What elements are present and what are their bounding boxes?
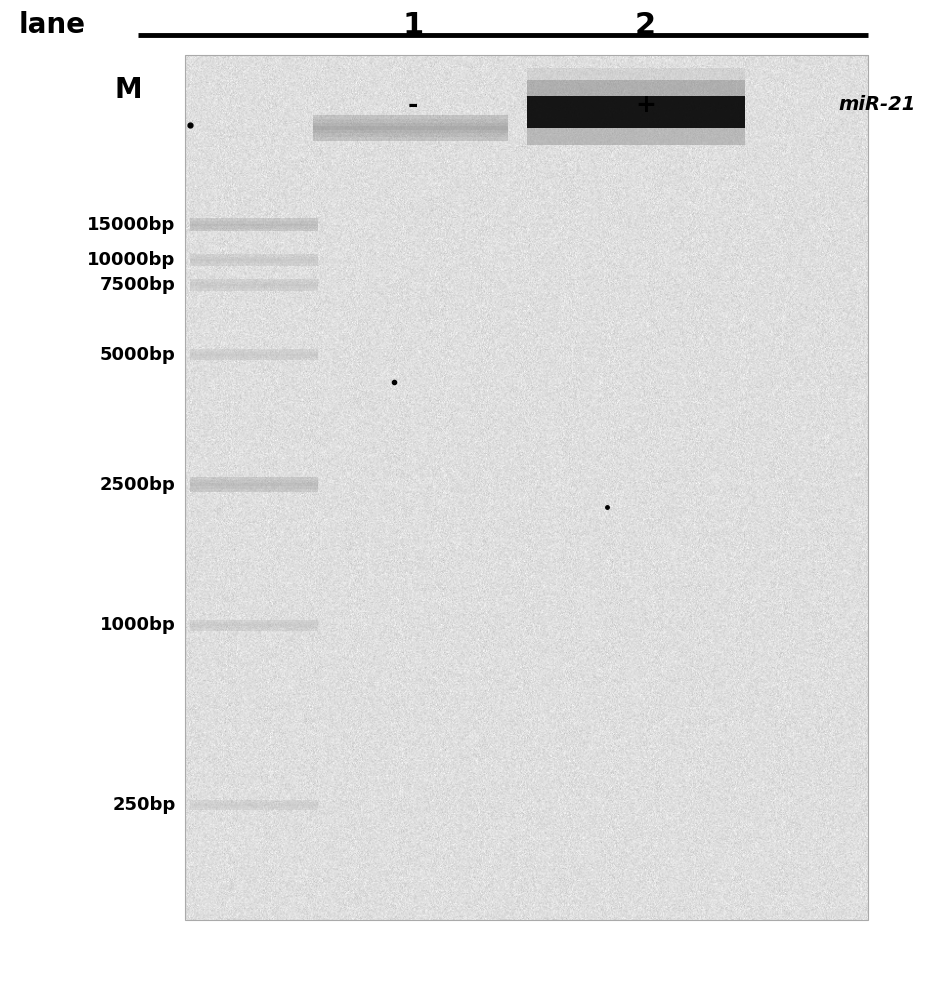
Bar xyxy=(190,800,318,802)
Bar xyxy=(190,286,318,288)
Bar xyxy=(190,489,318,492)
Bar xyxy=(313,133,508,137)
Bar xyxy=(190,802,318,804)
Bar xyxy=(190,356,318,358)
Bar xyxy=(190,620,318,622)
Bar xyxy=(190,218,318,221)
Bar xyxy=(190,282,318,284)
Bar xyxy=(190,350,318,352)
Bar xyxy=(313,123,508,126)
Bar xyxy=(313,130,508,133)
Bar xyxy=(190,622,318,624)
Bar xyxy=(190,284,318,286)
Bar xyxy=(313,119,508,123)
Bar xyxy=(313,137,508,140)
Bar xyxy=(190,221,318,224)
Bar xyxy=(190,224,318,226)
Bar xyxy=(190,483,318,486)
Bar xyxy=(185,55,868,920)
Bar xyxy=(190,259,318,261)
Bar xyxy=(190,628,318,631)
Bar xyxy=(190,806,318,808)
Bar xyxy=(190,486,318,489)
Bar xyxy=(190,804,318,806)
Bar xyxy=(190,226,318,229)
Text: 10000bp: 10000bp xyxy=(87,251,176,269)
Text: 15000bp: 15000bp xyxy=(87,216,176,234)
Text: 1: 1 xyxy=(402,10,423,39)
Text: -: - xyxy=(408,93,418,117)
Bar xyxy=(190,808,318,810)
Text: +: + xyxy=(635,93,656,117)
Bar xyxy=(190,288,318,290)
Bar xyxy=(190,263,318,265)
Bar xyxy=(190,477,318,480)
Bar xyxy=(190,261,318,263)
Text: lane: lane xyxy=(19,11,86,39)
Text: 7500bp: 7500bp xyxy=(100,276,176,294)
Bar xyxy=(190,354,318,356)
Text: 250bp: 250bp xyxy=(112,796,176,814)
Bar xyxy=(190,229,318,231)
Bar xyxy=(313,115,508,119)
Bar xyxy=(190,254,318,257)
Bar xyxy=(313,126,508,130)
Bar xyxy=(190,257,318,259)
Text: 1000bp: 1000bp xyxy=(100,616,176,634)
Bar xyxy=(527,68,745,80)
Text: M: M xyxy=(114,76,142,104)
Text: miR-21: miR-21 xyxy=(838,96,916,114)
Bar xyxy=(190,624,318,626)
Bar xyxy=(527,128,745,145)
Text: 2500bp: 2500bp xyxy=(100,476,176,494)
Bar xyxy=(527,96,745,128)
Bar xyxy=(190,352,318,354)
Bar xyxy=(527,80,745,96)
Bar xyxy=(190,358,318,360)
Text: 5000bp: 5000bp xyxy=(100,346,176,364)
Bar xyxy=(190,626,318,628)
Bar xyxy=(190,480,318,483)
Text: 2: 2 xyxy=(635,10,656,39)
Bar xyxy=(190,279,318,282)
